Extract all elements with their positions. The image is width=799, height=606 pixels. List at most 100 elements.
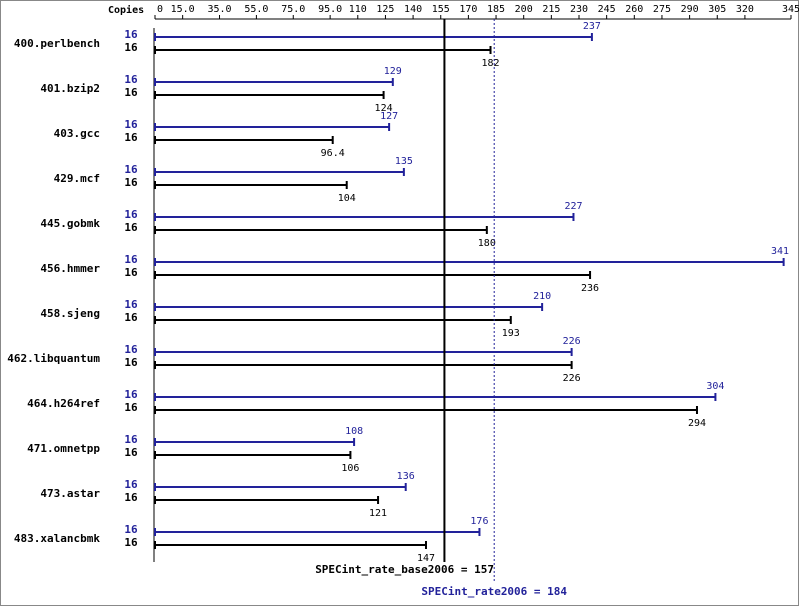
x-tick-label: 55.0 (244, 4, 268, 15)
category-label: 483.xalancbmk (14, 532, 100, 545)
copies-label: 16 (124, 266, 138, 279)
bar (154, 123, 391, 131)
bar (154, 258, 785, 266)
value-label: 180 (478, 238, 496, 249)
value-label: 147 (417, 553, 435, 564)
x-tick-label: 230 (570, 4, 588, 15)
copies-label: 16 (124, 73, 138, 86)
category-label: 464.h264ref (27, 397, 100, 410)
copies-label: 16 (124, 343, 138, 356)
bar (154, 393, 717, 401)
bar (154, 78, 394, 86)
reference-label: SPECint_rate2006 = 184 (421, 585, 567, 598)
value-label: 106 (341, 463, 359, 474)
x-tick-label: 75.0 (281, 4, 305, 15)
category-label: 403.gcc (54, 127, 100, 140)
value-label: 108 (345, 426, 363, 437)
value-label: 226 (563, 373, 581, 384)
value-label: 304 (706, 381, 724, 392)
x-tick-label: 305 (708, 4, 726, 15)
copies-label: 16 (124, 446, 138, 459)
copies-label: 16 (124, 221, 138, 234)
x-tick-label: 200 (515, 4, 533, 15)
value-label: 294 (688, 418, 706, 429)
x-tick-label: 320 (736, 4, 754, 15)
bar (154, 541, 427, 549)
value-label: 341 (771, 246, 789, 257)
copies-label: 16 (124, 388, 138, 401)
x-tick-label: 155 (432, 4, 450, 15)
category-label: 445.gobmk (40, 217, 100, 230)
value-label: 227 (564, 201, 582, 212)
x-tick-label: 110 (349, 4, 367, 15)
bar (154, 181, 348, 189)
category-label: 471.omnetpp (27, 442, 100, 455)
copies-label: 16 (124, 536, 138, 549)
value-label: 182 (481, 58, 499, 69)
x-tick-label: 185 (487, 4, 505, 15)
value-label: 104 (338, 193, 356, 204)
copies-label: 16 (124, 41, 138, 54)
value-label: 236 (581, 283, 599, 294)
copies-label: 16 (124, 523, 138, 536)
bar (154, 361, 573, 369)
x-tick-label: 260 (625, 4, 643, 15)
value-label: 129 (384, 66, 402, 77)
bar (154, 406, 698, 414)
copies-label: 16 (124, 298, 138, 311)
bar (154, 303, 544, 311)
bar (154, 136, 334, 144)
copies-label: 16 (124, 118, 138, 131)
value-label: 127 (380, 111, 398, 122)
copies-label: 16 (124, 28, 138, 41)
x-tick-label: 35.0 (207, 4, 231, 15)
copies-label: 16 (124, 433, 138, 446)
bar (154, 316, 512, 324)
x-tick-label: 140 (404, 4, 422, 15)
x-tick-label: 125 (376, 4, 394, 15)
copies-label: 16 (124, 86, 138, 99)
copies-label: 16 (124, 491, 138, 504)
copies-label: 16 (124, 311, 138, 324)
reference-label: SPECint_rate_base2006 = 157 (315, 563, 494, 576)
category-label: 401.bzip2 (40, 82, 100, 95)
x-tick-label: 345 (782, 4, 799, 15)
bar (154, 46, 492, 54)
copies-label: 16 (124, 131, 138, 144)
bar (154, 496, 380, 504)
value-label: 193 (502, 328, 520, 339)
copies-label: 16 (124, 356, 138, 369)
bar (154, 483, 407, 491)
category-label: 473.astar (40, 487, 100, 500)
bar (154, 91, 385, 99)
copies-label: 16 (124, 208, 138, 221)
bar (154, 451, 352, 459)
value-label: 237 (583, 21, 601, 32)
value-label: 226 (563, 336, 581, 347)
x-tick-label: 95.0 (318, 4, 342, 15)
copies-label: 16 (124, 478, 138, 491)
value-label: 136 (397, 471, 415, 482)
x-tick-label: 0 (157, 4, 163, 15)
bar (154, 33, 593, 41)
value-label: 135 (395, 156, 413, 167)
x-tick-label: 15.0 (171, 4, 195, 15)
bar (154, 271, 592, 279)
bar (154, 213, 575, 221)
value-label: 124 (375, 103, 393, 114)
x-tick-label: 275 (653, 4, 671, 15)
axis-label: Copies (108, 4, 144, 16)
category-label: 462.libquantum (7, 352, 100, 365)
category-label: 458.sjeng (40, 307, 100, 320)
copies-label: 16 (124, 163, 138, 176)
category-label: 456.hmmer (40, 262, 100, 275)
copies-label: 16 (124, 253, 138, 266)
category-label: 429.mcf (54, 172, 100, 185)
bar (154, 226, 488, 234)
bar (154, 438, 356, 446)
copies-label: 16 (124, 401, 138, 414)
x-tick-label: 170 (459, 4, 477, 15)
value-label: 96.4 (321, 148, 345, 159)
